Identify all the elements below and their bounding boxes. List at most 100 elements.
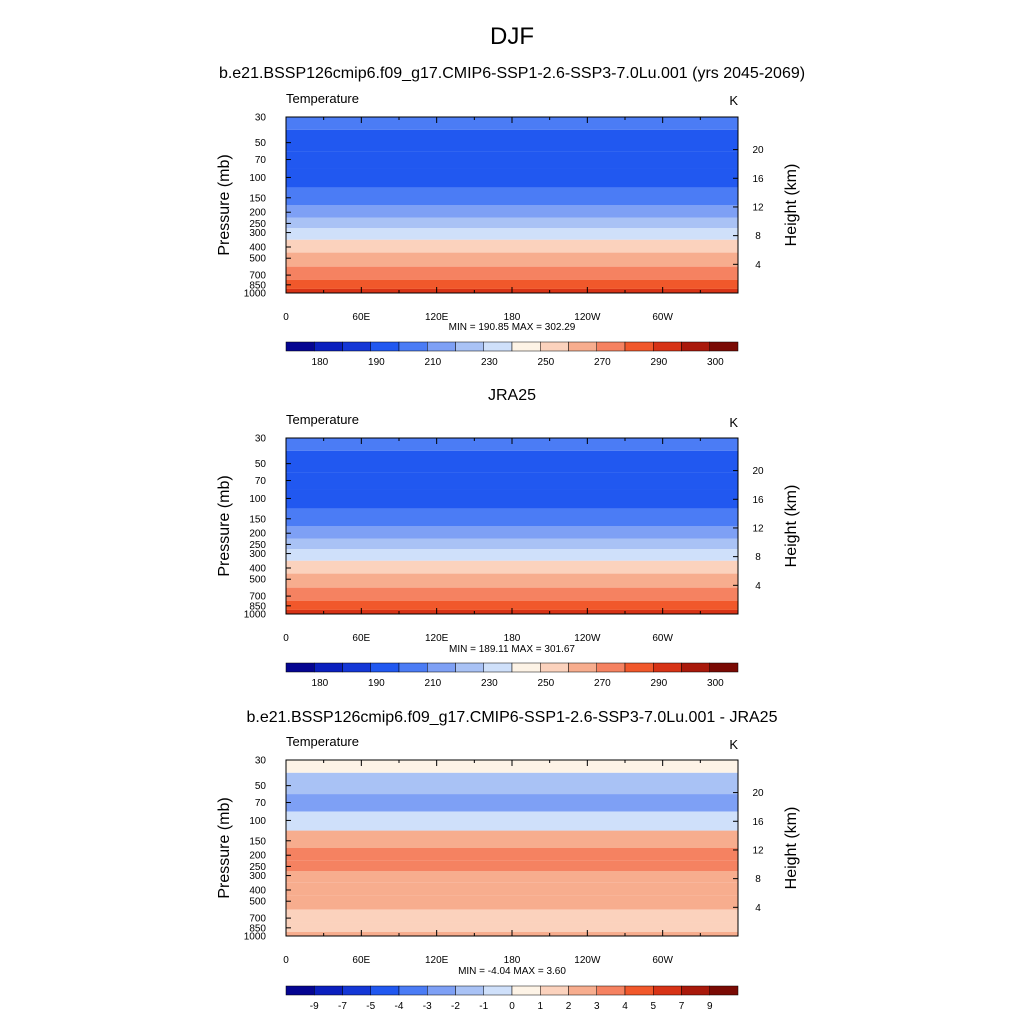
colorbar: -9 -7 -5 -4 -3 -2 -1 0 1 2 3 4 5 7 9 xyxy=(285,985,739,1012)
contour-band xyxy=(286,508,738,526)
y-tick-label: 70 xyxy=(255,155,267,166)
y-tick-label: 70 xyxy=(255,798,267,809)
colorbar-swatch xyxy=(455,341,484,352)
x-tick-label: 120W xyxy=(574,955,601,966)
colorbar-label: 7 xyxy=(679,1001,685,1012)
x-tick-label: 120W xyxy=(574,633,601,644)
contour-band xyxy=(286,600,738,610)
y-tick-label: 850 xyxy=(249,601,266,612)
min-max-label: MIN = -4.04 MAX = 3.60 xyxy=(458,966,566,977)
colorbar-swatch xyxy=(568,985,597,996)
contour-band xyxy=(286,168,738,188)
y-tick-label: 30 xyxy=(255,113,267,124)
y-tick-label: 250 xyxy=(249,540,266,551)
right-tick-label: 8 xyxy=(755,231,761,242)
colorbar-swatch xyxy=(511,341,541,352)
right-tick-label: 4 xyxy=(755,581,761,592)
panel-units-label: K xyxy=(729,415,738,430)
right-axis-label: Height (km) xyxy=(783,164,800,247)
colorbar-label: -1 xyxy=(479,1001,488,1012)
contour-band xyxy=(286,870,738,883)
x-tick-label: 60E xyxy=(352,955,370,966)
contour-plot: 3050701001502002503004005007008501000Pre… xyxy=(216,756,800,967)
colorbar-swatch xyxy=(314,985,343,996)
contour-band xyxy=(286,922,738,932)
x-tick-label: 60W xyxy=(652,633,673,644)
contour-band xyxy=(286,438,738,451)
y-tick-label: 100 xyxy=(249,173,266,184)
y-tick-label: 30 xyxy=(255,434,267,445)
y-axis-label: Pressure (mb) xyxy=(216,797,233,898)
contour-band xyxy=(286,860,738,871)
panel-obs: JRA25 Temperature K 30507010015020025030… xyxy=(216,387,800,689)
right-tick-label: 20 xyxy=(752,145,764,156)
colorbar-swatch xyxy=(398,985,428,996)
colorbar-swatch xyxy=(681,341,710,352)
colorbar-swatch xyxy=(483,662,513,673)
contour-band xyxy=(286,239,738,253)
panel-title: b.e21.BSSP126cmip6.f09_g17.CMIP6-SSP1-2.… xyxy=(219,65,805,82)
contour-band xyxy=(286,573,738,588)
colorbar-label: 230 xyxy=(481,678,498,689)
colorbar-swatch xyxy=(285,341,315,352)
colorbar-label: 210 xyxy=(425,678,442,689)
contour-band xyxy=(286,227,738,240)
colorbar-swatch xyxy=(342,985,371,996)
colorbar-swatch xyxy=(540,662,569,673)
y-tick-label: 200 xyxy=(249,208,266,219)
contour-band xyxy=(286,909,738,923)
y-tick-label: 30 xyxy=(255,756,267,767)
contour-band xyxy=(286,772,738,795)
colorbar-swatch xyxy=(653,341,682,352)
colorbar-swatch xyxy=(624,985,654,996)
y-tick-label: 70 xyxy=(255,476,267,487)
colorbar-label: 3 xyxy=(594,1001,600,1012)
y-tick-label: 50 xyxy=(255,138,267,149)
colorbar-swatch xyxy=(681,985,710,996)
colorbar-swatch xyxy=(483,341,513,352)
y-tick-label: 1000 xyxy=(244,610,267,621)
colorbar-label: 2 xyxy=(566,1001,572,1012)
y-tick-label: 1000 xyxy=(244,932,267,943)
y-tick-label: 50 xyxy=(255,781,267,792)
x-tick-label: 0 xyxy=(283,955,289,966)
colorbar-swatch xyxy=(370,662,400,673)
y-tick-label: 300 xyxy=(249,871,266,882)
y-tick-label: 700 xyxy=(249,271,266,282)
colorbar-swatch xyxy=(624,662,654,673)
right-tick-label: 20 xyxy=(752,466,764,477)
y-axis-label: Pressure (mb) xyxy=(216,475,233,576)
colorbar-swatch xyxy=(483,985,513,996)
x-tick-label: 120W xyxy=(574,312,601,323)
x-tick-label: 60W xyxy=(652,955,673,966)
colorbar-label: 290 xyxy=(651,357,668,368)
y-tick-label: 50 xyxy=(255,459,267,470)
y-tick-label: 1000 xyxy=(244,289,267,300)
contour-band xyxy=(286,882,738,896)
y-tick-label: 300 xyxy=(249,549,266,560)
colorbar-swatch xyxy=(596,341,626,352)
colorbar-swatch xyxy=(342,341,371,352)
colorbar-swatch xyxy=(427,341,456,352)
colorbar-swatch xyxy=(540,341,569,352)
panel-units-label: K xyxy=(729,93,738,108)
colorbar-swatch xyxy=(624,341,654,352)
contour-band xyxy=(286,117,738,130)
right-axis-label: Height (km) xyxy=(783,485,800,568)
right-tick-label: 16 xyxy=(752,495,764,506)
colorbar-label: 270 xyxy=(594,678,611,689)
contour-band xyxy=(286,587,738,601)
x-tick-label: 120E xyxy=(425,633,449,644)
colorbar-label: -9 xyxy=(310,1001,319,1012)
panel-units-label: K xyxy=(729,737,738,752)
contour-band xyxy=(286,205,738,218)
y-tick-label: 100 xyxy=(249,816,266,827)
colorbar-swatch xyxy=(427,985,456,996)
right-tick-label: 8 xyxy=(755,552,761,563)
y-tick-label: 150 xyxy=(249,514,266,525)
right-tick-label: 12 xyxy=(752,523,764,534)
colorbar-swatch xyxy=(427,662,456,673)
colorbar-swatch xyxy=(596,662,626,673)
colorbar-label: -5 xyxy=(366,1001,375,1012)
